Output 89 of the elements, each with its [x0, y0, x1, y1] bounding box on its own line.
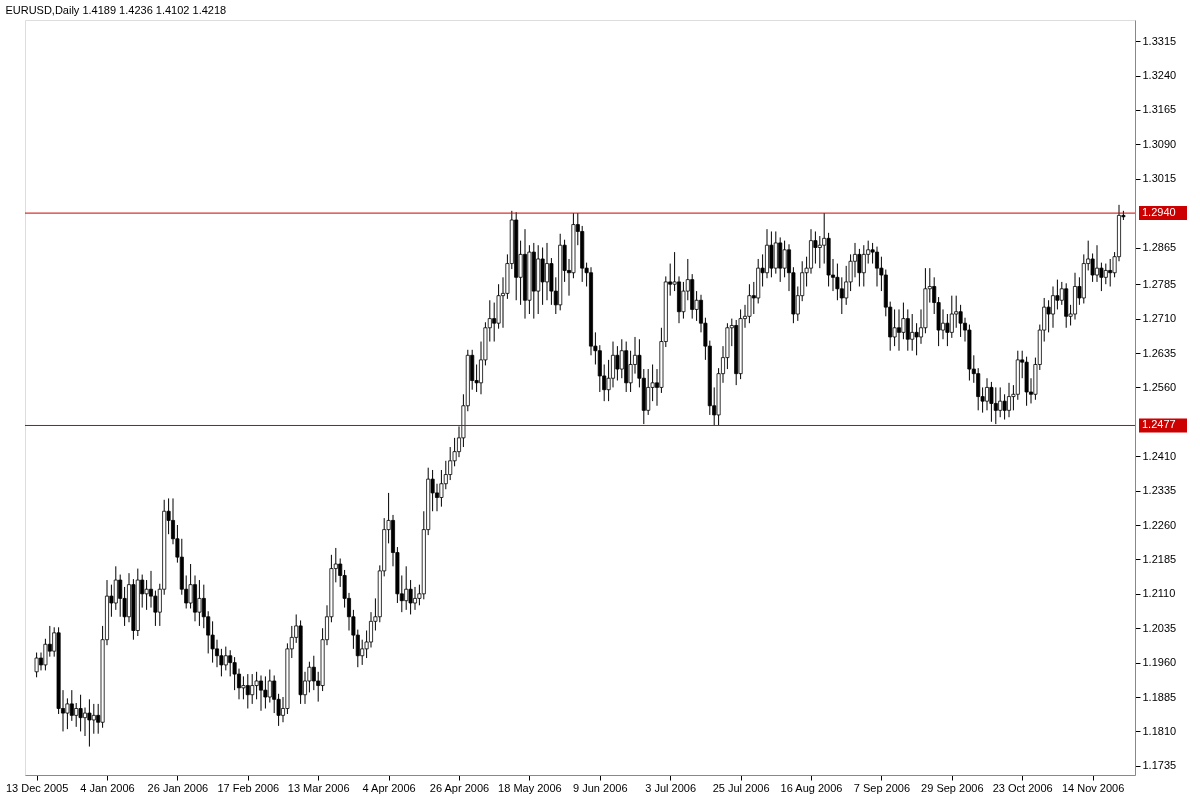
y-tick-label: 1.3315	[1142, 34, 1177, 47]
candlestick	[197, 579, 202, 627]
candlestick	[905, 308, 910, 352]
candlestick	[989, 381, 994, 423]
x-tick-label: 26 Apr 2006	[429, 781, 490, 794]
y-tick-label: 1.2785	[1142, 277, 1177, 290]
candlestick	[619, 338, 624, 379]
x-tick-label: 13 Mar 2006	[287, 781, 350, 794]
x-tick-label: 23 Oct 2006	[992, 781, 1053, 794]
x-tick-label: 18 May 2006	[498, 781, 562, 794]
candlestick	[250, 673, 255, 705]
y-tick-label: 1.2635	[1142, 346, 1177, 359]
y-tick-label: 1.2035	[1142, 621, 1177, 634]
candlestick	[223, 646, 228, 671]
y-tick-label: 1.1885	[1142, 690, 1177, 703]
candlestick	[1046, 299, 1051, 333]
candlestick	[998, 386, 1003, 418]
y-tick-label: 1.2260	[1142, 518, 1177, 531]
candlestick	[245, 673, 250, 709]
candlestick	[228, 649, 233, 677]
candlestick	[1108, 258, 1113, 287]
y-tick-label: 1.2410	[1142, 449, 1177, 462]
y-tick-label: 1.2185	[1142, 552, 1177, 565]
candlestick	[914, 322, 919, 356]
candlestick	[78, 694, 83, 732]
x-tick-label: 29 Sep 2006	[921, 781, 984, 794]
candlestick	[91, 703, 96, 735]
x-tick-label: 9 Jun 2006	[573, 781, 628, 794]
candlestick	[267, 669, 272, 704]
candlestick	[782, 240, 787, 278]
y-tick-label: 1.3090	[1142, 137, 1177, 150]
candlestick	[769, 230, 774, 278]
y-tick-label: 1.3165	[1142, 103, 1177, 116]
candlestick	[954, 295, 959, 329]
candlestick	[113, 565, 118, 611]
candlestick	[839, 276, 844, 315]
candlestick	[615, 345, 620, 382]
candlestick	[910, 313, 915, 352]
candlestick	[646, 368, 651, 416]
candlestick	[747, 283, 752, 324]
candlestick	[144, 579, 149, 611]
x-tick-label: 14 Nov 2006	[1061, 781, 1125, 794]
x-tick-label: 4 Jan 2006	[80, 781, 135, 794]
ref-line-label: 1.2477	[1142, 418, 1176, 431]
candlestick	[34, 652, 39, 678]
x-tick-label: 4 Apr 2006	[362, 781, 416, 794]
y-tick-label: 1.2865	[1142, 241, 1177, 254]
x-tick-label: 26 Jan 2006	[147, 781, 209, 794]
y-tick-label: 1.2335	[1142, 484, 1177, 497]
candlestick	[945, 313, 950, 347]
chart-title: EURUSD,Daily 1.4189 1.4236 1.4102 1.4218	[5, 4, 227, 16]
candlestick	[817, 235, 822, 269]
candlestick	[404, 565, 409, 611]
y-tick-label: 1.3240	[1142, 69, 1177, 81]
candlestick	[272, 674, 277, 714]
y-tick-label: 1.2710	[1142, 312, 1177, 325]
candlestick	[892, 308, 897, 347]
candlestick	[69, 689, 74, 722]
x-tick-label: 7 Sep 2006	[853, 781, 911, 794]
candlestick	[949, 295, 954, 339]
candlestick	[74, 702, 79, 728]
candlestick	[263, 675, 268, 709]
x-tick-label: 3 Jul 2006	[645, 781, 697, 794]
y-tick-label: 1.2560	[1142, 380, 1177, 393]
candlestick	[540, 247, 545, 306]
candlestick	[87, 698, 92, 748]
x-tick-label: 13 Dec 2005	[5, 781, 69, 794]
candlestick	[813, 230, 818, 265]
candlestick	[188, 563, 193, 609]
candlestick	[118, 574, 123, 618]
candlestick	[241, 675, 246, 700]
candlestick	[993, 386, 998, 425]
ref-line-label: 1.2940	[1142, 206, 1176, 219]
candlestick	[844, 265, 849, 306]
candlestick	[1002, 393, 1007, 421]
x-tick-label: 16 Aug 2006	[780, 781, 843, 794]
x-tick-label: 17 Feb 2006	[217, 781, 280, 794]
candlestick	[254, 671, 259, 700]
y-tick-label: 1.1960	[1142, 656, 1177, 669]
y-tick-label: 1.1810	[1142, 724, 1177, 737]
candlestick	[448, 446, 453, 481]
candlestick	[311, 655, 316, 691]
candlestick	[976, 367, 981, 411]
y-tick-label: 1.3015	[1142, 172, 1177, 185]
candlestick	[1103, 263, 1108, 285]
y-tick-label: 1.1735	[1142, 759, 1177, 772]
x-tick-label: 25 Jul 2006	[712, 781, 770, 794]
y-tick-label: 1.2110	[1142, 587, 1176, 600]
candlestick	[861, 244, 866, 287]
